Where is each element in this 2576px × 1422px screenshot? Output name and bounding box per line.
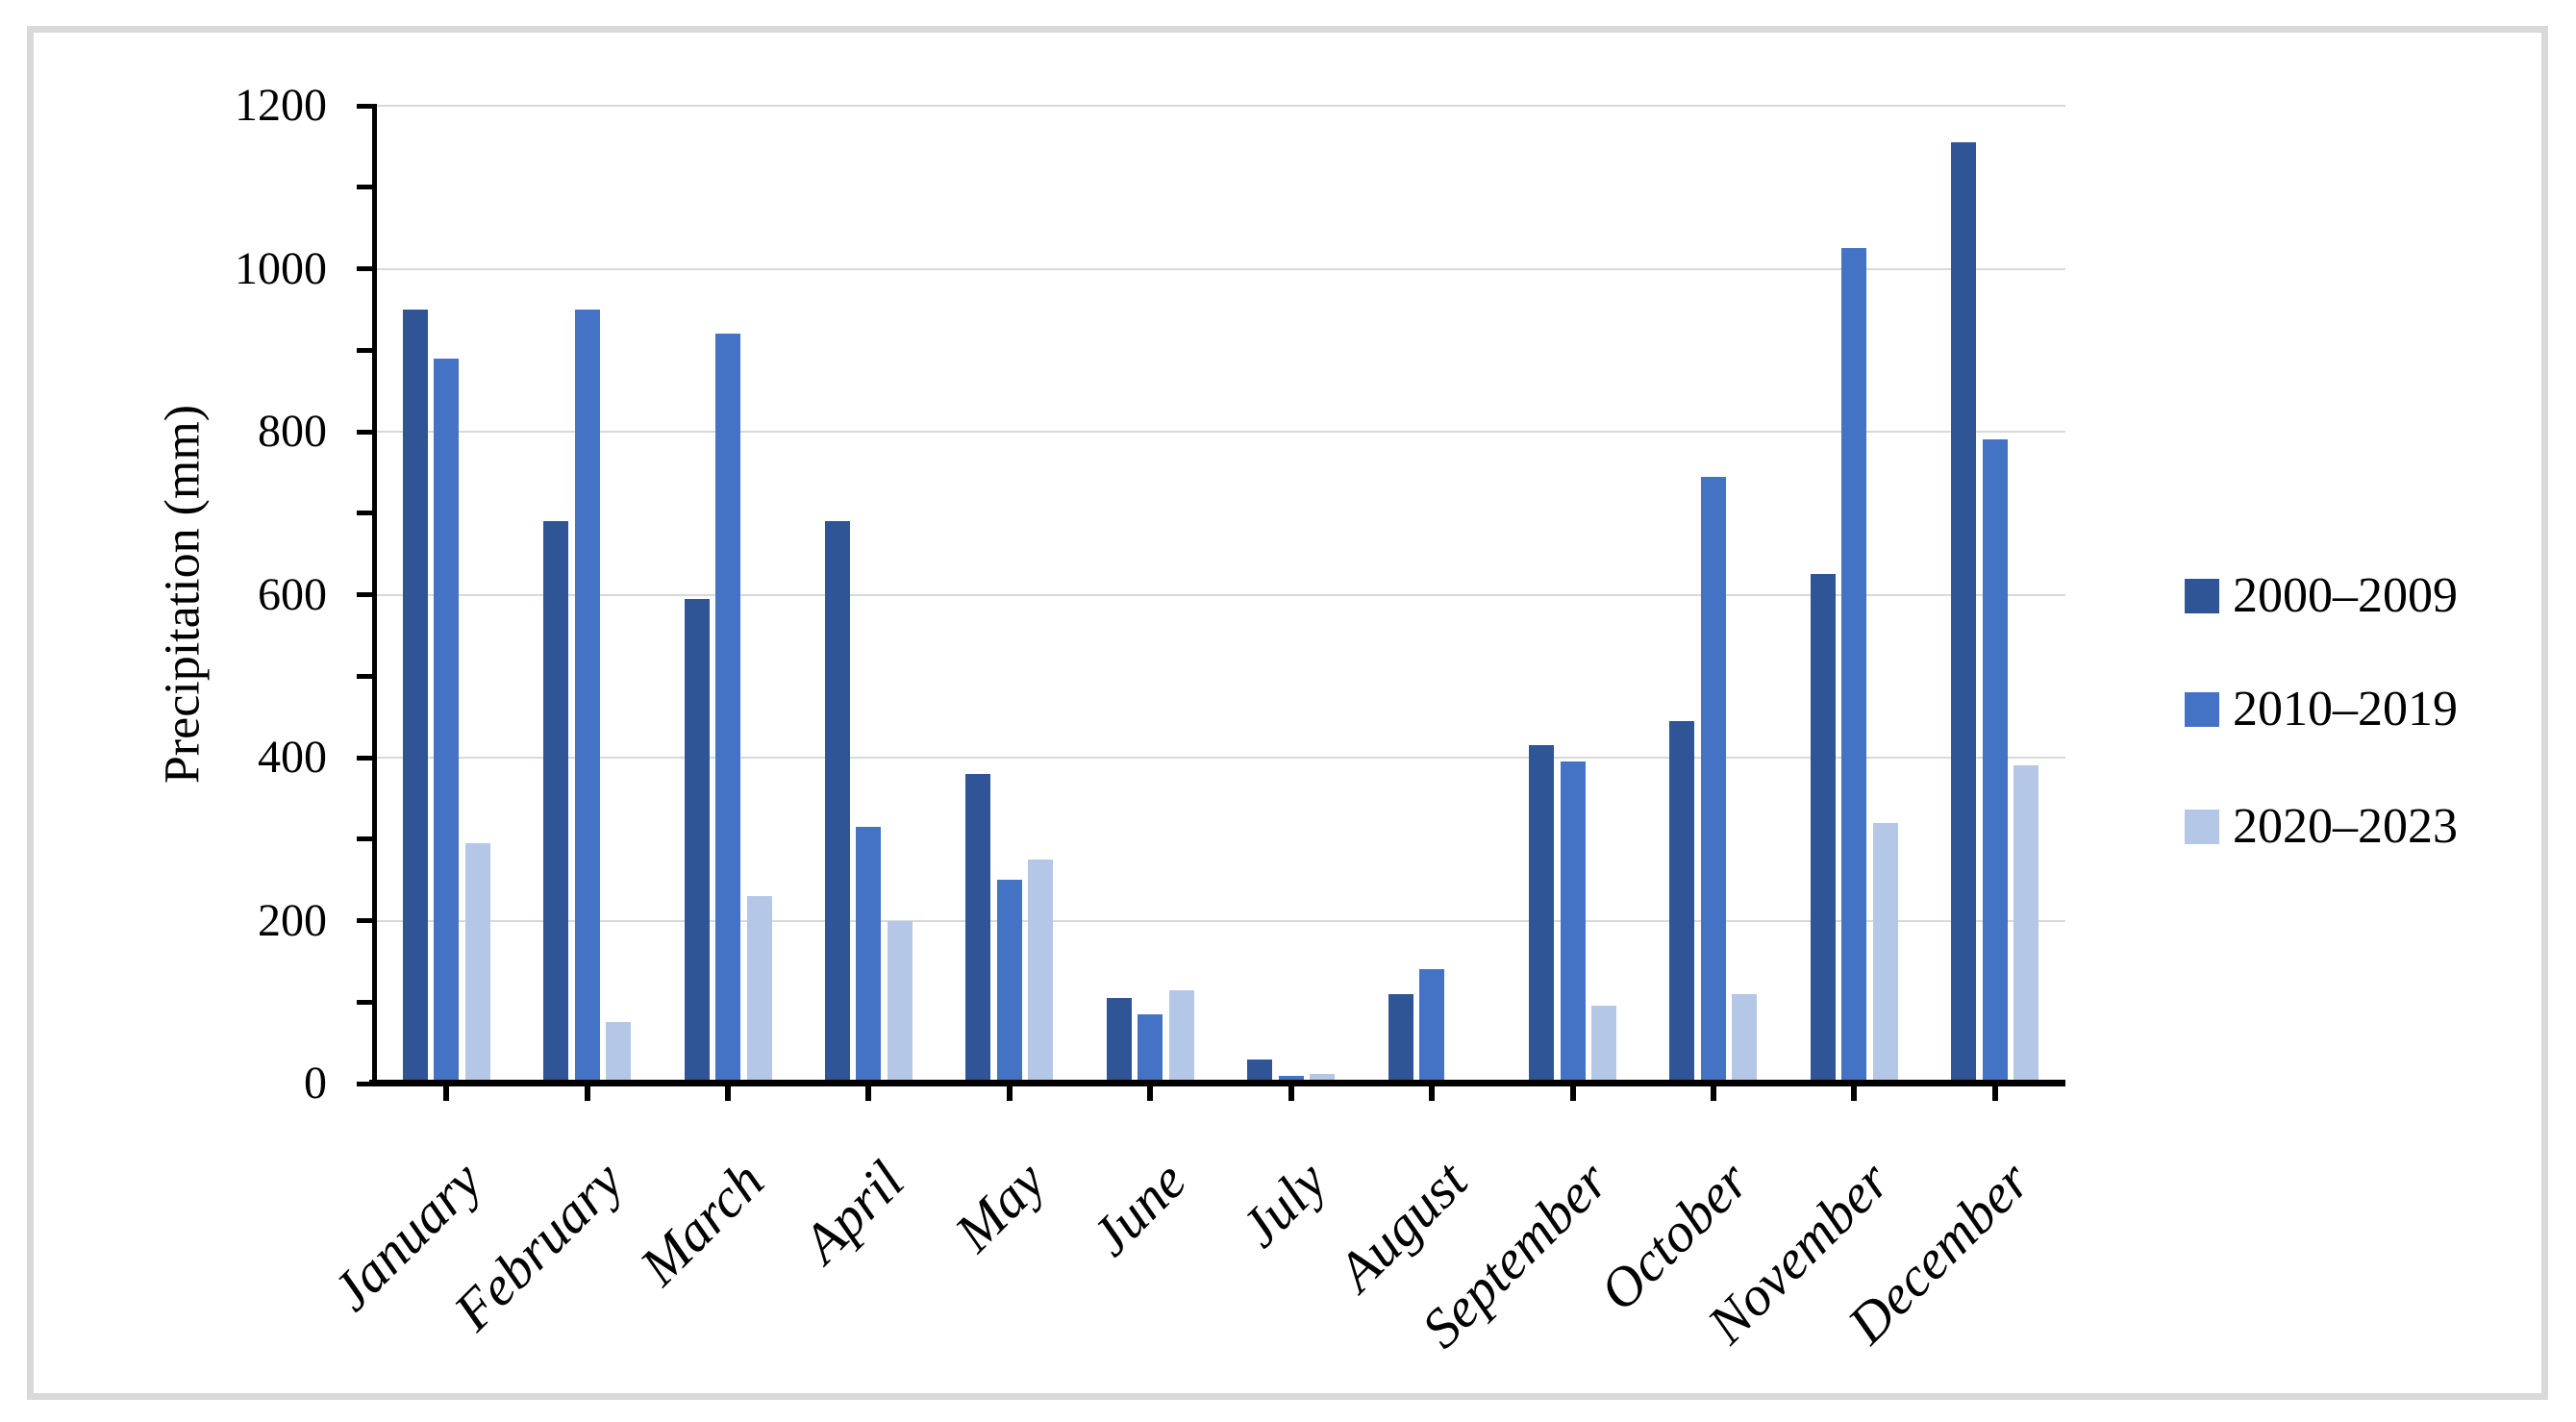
- bar-2000-2009-june: [1106, 998, 1132, 1084]
- gridline-1000: [376, 267, 2065, 270]
- legend-swatch-2020-2023: [2185, 810, 2219, 844]
- bar-2010-2019-september: [1560, 761, 1586, 1084]
- bar-2000-2009-july: [1247, 1059, 1273, 1084]
- bar-2000-2009-november: [1810, 574, 1836, 1084]
- bar-2010-2019-december: [1982, 439, 2008, 1084]
- y-tick-700: [357, 511, 373, 516]
- gridline-1200: [376, 105, 2065, 107]
- bar-2010-2019-october: [1700, 476, 1726, 1084]
- bar-2020-2023-january: [464, 842, 490, 1084]
- y-tick-1200: [357, 103, 373, 109]
- bar-2020-2023-december: [2013, 765, 2039, 1084]
- legend-swatch-2010-2019: [2185, 692, 2219, 727]
- bar-2020-2023-june: [1168, 989, 1194, 1084]
- bar-2020-2023-october: [1732, 993, 1758, 1084]
- x-tick-august: [1429, 1086, 1436, 1101]
- x-tick-july: [1288, 1086, 1294, 1101]
- x-tick-june: [1147, 1086, 1154, 1101]
- bar-2000-2009-april: [824, 521, 850, 1084]
- bar-2020-2023-november: [1872, 822, 1898, 1084]
- x-axis-line: [369, 1080, 2065, 1086]
- x-tick-october: [1710, 1086, 1716, 1101]
- gridline-600: [376, 593, 2065, 596]
- x-tick-may: [1006, 1086, 1013, 1101]
- bar-2010-2019-july: [1278, 1075, 1304, 1084]
- y-tick-label-0: 0: [304, 1058, 327, 1109]
- y-tick-0: [357, 1081, 373, 1086]
- y-tick-label-1200: 1200: [235, 80, 327, 131]
- bar-2020-2023-july: [1310, 1073, 1336, 1084]
- y-tick-label-1000: 1000: [235, 242, 327, 294]
- y-tick-1000: [357, 266, 373, 271]
- y-tick-label-200: 200: [258, 894, 327, 946]
- x-tick-february: [584, 1086, 590, 1101]
- y-tick-200: [357, 918, 373, 923]
- legend-label-2010-2019: 2010–2019: [2233, 682, 2458, 736]
- bar-2010-2019-january: [434, 358, 460, 1084]
- bar-2020-2023-april: [887, 920, 913, 1084]
- x-tick-december: [1991, 1086, 1998, 1101]
- bar-2000-2009-september: [1529, 745, 1555, 1084]
- bar-2000-2009-march: [684, 598, 710, 1084]
- legend-label-2020-2023: 2020–2023: [2233, 799, 2458, 854]
- bar-2020-2023-september: [1591, 1006, 1617, 1084]
- y-axis-title: Precipitation (mm): [155, 404, 211, 785]
- y-axis-line: [372, 104, 377, 1086]
- bar-2000-2009-may: [965, 773, 991, 1084]
- gridline-200: [376, 919, 2065, 922]
- bar-2020-2023-may: [1028, 859, 1054, 1084]
- y-tick-100: [357, 999, 373, 1005]
- legend-swatch-2000-2009: [2185, 579, 2219, 613]
- y-tick-800: [357, 429, 373, 435]
- gridline-800: [376, 431, 2065, 433]
- bar-2010-2019-june: [1138, 1013, 1163, 1084]
- bar-2010-2019-november: [1841, 248, 1867, 1084]
- bar-2020-2023-march: [746, 896, 772, 1084]
- bar-2010-2019-august: [1419, 969, 1445, 1084]
- bar-2010-2019-march: [715, 334, 741, 1084]
- y-tick-900: [357, 347, 373, 353]
- y-tick-label-800: 800: [258, 406, 327, 457]
- figure-border: [27, 26, 2548, 1400]
- x-tick-january: [443, 1086, 450, 1101]
- x-tick-march: [725, 1086, 732, 1101]
- bar-2000-2009-february: [543, 521, 569, 1084]
- legend-label-2000-2009: 2000–2009: [2233, 568, 2458, 623]
- x-tick-april: [865, 1086, 872, 1101]
- y-tick-600: [357, 592, 373, 597]
- bar-2010-2019-may: [996, 880, 1022, 1084]
- gridline-400: [376, 757, 2065, 759]
- bar-2010-2019-february: [574, 309, 600, 1084]
- bar-2020-2023-february: [606, 1022, 632, 1084]
- bar-2000-2009-august: [1388, 993, 1413, 1084]
- x-tick-november: [1851, 1086, 1858, 1101]
- bar-2000-2009-october: [1669, 720, 1695, 1084]
- y-tick-1100: [357, 185, 373, 190]
- x-tick-september: [1569, 1086, 1576, 1101]
- bar-2000-2009-december: [1951, 142, 1977, 1084]
- y-tick-label-600: 600: [258, 568, 327, 620]
- y-tick-300: [357, 836, 373, 842]
- y-tick-400: [357, 755, 373, 761]
- bar-2010-2019-april: [856, 827, 882, 1084]
- y-tick-500: [357, 673, 373, 679]
- bar-2000-2009-january: [402, 309, 428, 1084]
- y-tick-label-400: 400: [258, 732, 327, 783]
